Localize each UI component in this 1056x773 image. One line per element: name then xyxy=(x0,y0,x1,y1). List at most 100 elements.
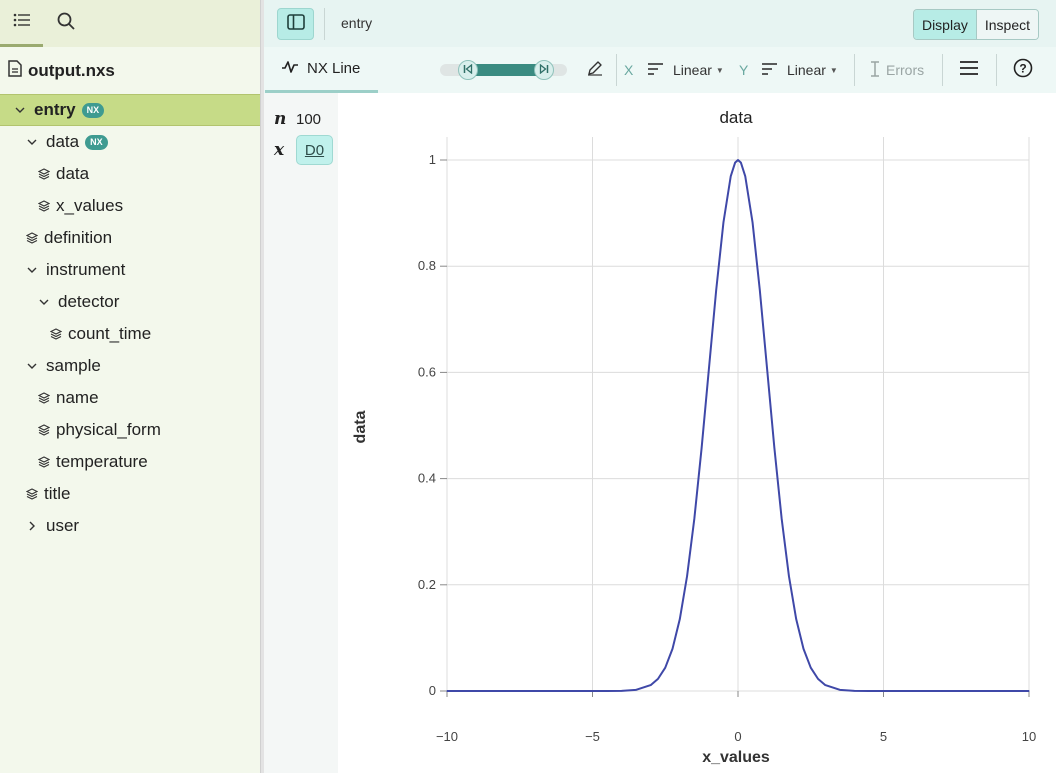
data-point xyxy=(737,159,739,161)
data-point xyxy=(562,690,564,692)
menu-button[interactable] xyxy=(956,47,982,93)
tab-nx-line[interactable]: NX Line xyxy=(265,47,378,93)
data-point xyxy=(722,221,725,223)
toolbar-separator xyxy=(854,54,855,86)
data-point xyxy=(744,175,746,177)
errors-toggle[interactable]: Errors xyxy=(870,47,924,93)
x-tick-label: −10 xyxy=(436,729,458,744)
help-circle-icon: ? xyxy=(1013,58,1033,83)
tree-item-data[interactable]: data NX xyxy=(0,126,260,158)
data-point xyxy=(686,575,688,577)
tree-item-name[interactable]: name xyxy=(0,382,260,414)
data-point xyxy=(533,690,535,692)
slider-max-handle[interactable] xyxy=(534,60,555,80)
y-tick-label: 0.4 xyxy=(418,471,436,486)
tree-item-physical-form[interactable]: physical_form xyxy=(0,414,260,446)
tree-item-data[interactable]: data xyxy=(0,158,260,190)
y-scale-letter: Y xyxy=(739,62,749,78)
tree-item-label: data xyxy=(56,164,90,183)
chevron-down-icon xyxy=(26,363,38,369)
tree-item-x-values[interactable]: x_values xyxy=(0,190,260,222)
data-point xyxy=(715,289,717,291)
data-point xyxy=(759,289,761,291)
x-scale-select[interactable]: Linear ▼ xyxy=(648,47,724,93)
dataset-icon xyxy=(26,488,38,500)
dim-n-size: 100 xyxy=(296,110,322,128)
chevron-down-icon xyxy=(38,299,50,305)
tree-item-user[interactable]: user xyxy=(0,510,260,542)
skip-end-icon xyxy=(539,61,549,79)
vis-tab-label: NX Line xyxy=(307,60,361,77)
tree-item-label: data xyxy=(46,132,80,151)
y-tick-label: 0.6 xyxy=(418,364,436,379)
data-point xyxy=(671,648,674,650)
help-button[interactable]: ? xyxy=(1010,47,1036,93)
data-point xyxy=(606,690,608,692)
slider-min-handle[interactable] xyxy=(457,60,478,80)
dimension-mapper: n 100 x D0 xyxy=(264,93,338,773)
data-point xyxy=(824,684,826,686)
data-point xyxy=(591,690,594,692)
chevron-down-icon xyxy=(26,139,38,145)
tree-item-title[interactable]: title xyxy=(0,478,260,510)
toolbar-separator xyxy=(996,54,997,86)
x-tick-label: −5 xyxy=(585,729,600,744)
display-button[interactable]: Display xyxy=(913,10,977,39)
tree-item-label: entry xyxy=(34,100,76,119)
data-point xyxy=(475,690,477,692)
slider-range-fill xyxy=(467,64,545,76)
data-point xyxy=(730,175,732,177)
line-chart[interactable]: data x_values data −10 −5 0 5 10 0 0.2 0.4 0.6 0.… xyxy=(338,93,1054,773)
tree-item-temperature[interactable]: temperature xyxy=(0,446,260,478)
data-point xyxy=(781,517,783,520)
y-scale-select[interactable]: Linear ▼ xyxy=(762,47,838,93)
tree-item-label: definition xyxy=(44,228,113,247)
data-point xyxy=(693,517,695,520)
y-scale-value: Linear xyxy=(787,62,826,78)
data-point xyxy=(912,690,914,692)
tree-item-definition[interactable]: definition xyxy=(0,222,260,254)
tree-item-label: detector xyxy=(58,292,120,311)
dataset-icon xyxy=(38,456,50,468)
skip-start-icon xyxy=(463,61,473,79)
chevron-down-icon: ▼ xyxy=(829,65,838,75)
data-point xyxy=(679,618,681,620)
top-bar: entry Display Inspect xyxy=(264,0,1056,47)
chevron-right-icon xyxy=(26,521,38,531)
explorer-sidebar: output.nxs entry NX data NX data x_values defi… xyxy=(0,0,260,773)
domain-slider[interactable] xyxy=(440,60,567,80)
toggle-sidebar-button[interactable] xyxy=(277,8,314,40)
file-root[interactable]: output.nxs xyxy=(8,58,115,84)
edit-domain-button[interactable] xyxy=(584,47,606,93)
dim-x-axis-chip[interactable]: D0 xyxy=(296,135,333,165)
dataset-icon xyxy=(38,200,50,212)
mode-switch: Display Inspect xyxy=(912,9,1039,40)
pencil-icon xyxy=(587,60,603,81)
tree-item-count-time[interactable]: count_time xyxy=(0,318,260,350)
data-point xyxy=(446,690,448,692)
data-point xyxy=(621,690,623,692)
data-point xyxy=(664,667,666,669)
sidebar-resize-handle[interactable] xyxy=(260,0,264,773)
file-icon xyxy=(8,60,22,82)
tree-item-sample[interactable]: sample xyxy=(0,350,260,382)
search-tab[interactable] xyxy=(44,0,87,47)
tree-item-instrument[interactable]: instrument xyxy=(0,254,260,286)
data-point xyxy=(751,221,754,223)
explorer-tab[interactable] xyxy=(0,0,43,47)
dim-x-letter: x xyxy=(274,140,285,160)
errors-label: Errors xyxy=(886,62,925,78)
hamburger-icon xyxy=(960,60,978,80)
vis-area xyxy=(264,93,1056,773)
data-point xyxy=(657,678,659,680)
dataset-icon xyxy=(38,424,50,436)
tree-item-entry[interactable]: entry NX xyxy=(0,94,260,126)
tree-item-label: physical_form xyxy=(56,420,161,439)
data-point xyxy=(795,618,797,620)
data-point xyxy=(970,690,972,692)
data-point xyxy=(734,162,736,164)
inspect-button[interactable]: Inspect xyxy=(976,10,1038,39)
data-point xyxy=(999,690,1001,692)
tree-item-detector[interactable]: detector xyxy=(0,286,260,318)
topbar-separator xyxy=(324,8,325,40)
